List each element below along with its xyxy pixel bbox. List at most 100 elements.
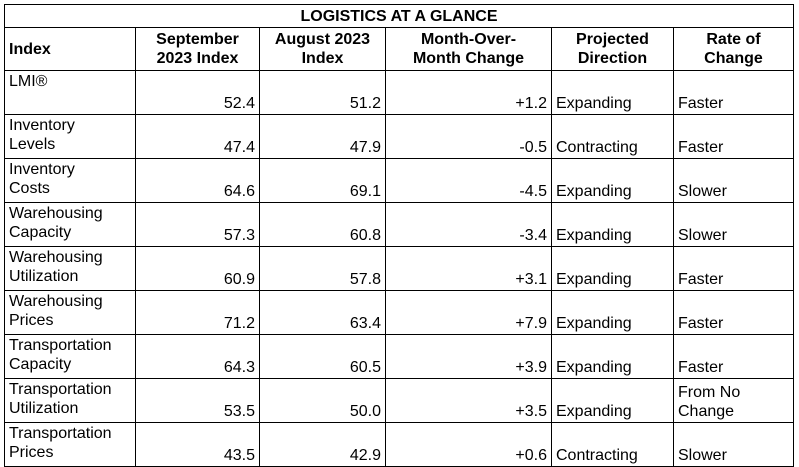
table-row: Transportation Utilization 53.5 50.0 +3.5 Exp…	[4, 378, 794, 423]
september-value: 53.5	[223, 403, 255, 420]
month-change-value: +1.2	[515, 95, 547, 112]
row-index-name: Warehousing Utilization	[4, 246, 136, 291]
cell-projected-direction: Contracting	[551, 422, 674, 467]
header-rate-of-change: Rate of Change	[673, 27, 794, 71]
rate-line1: Slower	[678, 447, 727, 464]
row-index-name: Warehousing Prices	[4, 290, 136, 335]
september-value: 52.4	[223, 95, 255, 112]
header-projected-direction: Projected Direction	[551, 27, 674, 71]
header-august-line2: Index	[301, 50, 344, 67]
header-september-index: September 2023 Index	[135, 27, 260, 71]
cell-september-value: 71.2	[135, 290, 260, 335]
row-name-line1: Warehousing	[9, 249, 103, 266]
cell-rate-of-change: Slower	[673, 202, 794, 247]
cell-august-value: 69.1	[259, 158, 386, 203]
table-row: Warehousing Prices 71.2 63.4 +7.9 Expanding Fa…	[4, 290, 794, 335]
header-index: Index	[4, 27, 136, 71]
cell-august-value: 63.4	[259, 290, 386, 335]
table-body: LMI® 52.4 51.2 +1.2 Expanding Faster Inventory…	[4, 70, 794, 467]
month-change-value: +7.9	[515, 315, 547, 332]
cell-september-value: 57.3	[135, 202, 260, 247]
header-projected-line2: Direction	[577, 50, 648, 67]
row-name-line2: Levels	[9, 136, 56, 153]
projected-direction-value: Expanding	[556, 95, 632, 112]
projected-direction-value: Expanding	[556, 315, 632, 332]
projected-direction-value: Contracting	[556, 139, 638, 156]
month-change-value: -4.5	[519, 183, 547, 200]
cell-august-value: 60.8	[259, 202, 386, 247]
august-value: 60.8	[349, 227, 381, 244]
cell-projected-direction: Contracting	[551, 114, 674, 159]
logistics-table-figure: LOGISTICS AT A GLANCE Index September 20…	[4, 4, 794, 467]
cell-rate-of-change: Slower	[673, 422, 794, 467]
september-value: 64.3	[223, 359, 255, 376]
cell-projected-direction: Expanding	[551, 290, 674, 335]
cell-august-value: 47.9	[259, 114, 386, 159]
cell-rate-of-change: Faster	[673, 70, 794, 115]
cell-august-value: 57.8	[259, 246, 386, 291]
cell-projected-direction: Expanding	[551, 378, 674, 423]
cell-month-change: -3.4	[385, 202, 552, 247]
cell-september-value: 43.5	[135, 422, 260, 467]
projected-direction-value: Contracting	[556, 447, 638, 464]
row-name-line2: Prices	[9, 444, 54, 461]
table-row: Inventory Levels 47.4 47.9 -0.5 Contracting Fa…	[4, 114, 794, 159]
august-value: 60.5	[349, 359, 381, 376]
cell-rate-of-change: Faster	[673, 290, 794, 335]
rate-line1: From No	[678, 384, 741, 401]
cell-september-value: 60.9	[135, 246, 260, 291]
header-rate-line2: Change	[704, 50, 763, 67]
cell-september-value: 64.6	[135, 158, 260, 203]
cell-projected-direction: Expanding	[551, 70, 674, 115]
rate-line1: Faster	[678, 359, 724, 376]
header-august-index: August 2023 Index	[259, 27, 386, 71]
table-title: LOGISTICS AT A GLANCE	[4, 4, 794, 28]
row-index-name: Inventory Costs	[4, 158, 136, 203]
table-row: Transportation Capacity 64.3 60.5 +3.9 Expand…	[4, 334, 794, 379]
row-name-line2: Capacity	[9, 224, 72, 241]
rate-line1: Faster	[678, 95, 724, 112]
cell-august-value: 42.9	[259, 422, 386, 467]
header-projected-line1: Projected	[576, 31, 649, 48]
cell-september-value: 64.3	[135, 334, 260, 379]
month-change-value: +3.9	[515, 359, 547, 376]
august-value: 42.9	[349, 447, 381, 464]
month-change-value: -0.5	[519, 139, 547, 156]
rate-line1: Faster	[678, 139, 724, 156]
row-index-name: Warehousing Capacity	[4, 202, 136, 247]
row-name-line2: Capacity	[9, 356, 72, 373]
header-mom-line2: Month Change	[412, 50, 525, 67]
september-value: 60.9	[223, 271, 255, 288]
row-name-line1: Inventory	[9, 117, 75, 134]
logistics-table: LOGISTICS AT A GLANCE Index September 20…	[4, 4, 794, 467]
header-rate-line1: Rate of	[706, 31, 761, 48]
september-value: 64.6	[223, 183, 255, 200]
cell-august-value: 50.0	[259, 378, 386, 423]
cell-month-change: +0.6	[385, 422, 552, 467]
august-value: 57.8	[349, 271, 381, 288]
cell-month-change: +3.5	[385, 378, 552, 423]
rate-line1: Slower	[678, 183, 727, 200]
cell-month-change: -4.5	[385, 158, 552, 203]
row-name-line2: Utilization	[9, 268, 79, 285]
row-name-line1: Warehousing	[9, 293, 103, 310]
september-value: 47.4	[223, 139, 255, 156]
cell-month-change: -0.5	[385, 114, 552, 159]
row-name-line2: Costs	[9, 180, 50, 197]
row-index-name: Transportation Capacity	[4, 334, 136, 379]
header-september-line2: 2023 Index	[156, 50, 239, 67]
projected-direction-value: Expanding	[556, 403, 632, 420]
cell-september-value: 52.4	[135, 70, 260, 115]
table-row: Transportation Prices 43.5 42.9 +0.6 Contract…	[4, 422, 794, 467]
august-value: 47.9	[349, 139, 381, 156]
table-row: LMI® 52.4 51.2 +1.2 Expanding Faster	[4, 70, 794, 115]
row-name-line1: Transportation	[9, 425, 112, 442]
row-index-name: Transportation Prices	[4, 422, 136, 467]
september-value: 43.5	[223, 447, 255, 464]
table-row: Inventory Costs 64.6 69.1 -4.5 Expanding Slowe…	[4, 158, 794, 203]
cell-rate-of-change: Faster	[673, 334, 794, 379]
row-name-line1: Inventory	[9, 161, 75, 178]
rate-line1: Faster	[678, 315, 724, 332]
header-row: Index September 2023 Index August 2023 I…	[4, 27, 794, 71]
cell-rate-of-change: Faster	[673, 246, 794, 291]
